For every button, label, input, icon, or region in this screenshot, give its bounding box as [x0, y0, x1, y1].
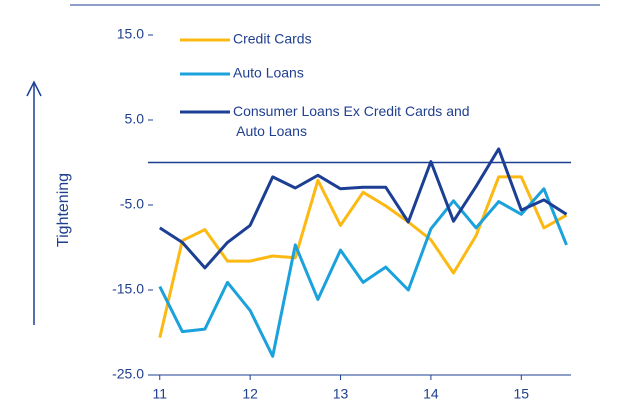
x-tick-label: 13	[333, 386, 349, 402]
y-tick-label: 5.0	[125, 111, 145, 127]
series-line	[158, 147, 568, 270]
legend-label: Consumer Loans Ex Credit Cards and Auto …	[233, 103, 470, 139]
series-line	[158, 175, 568, 338]
y-tick-label: 15.0	[117, 26, 144, 42]
legend-label: Auto Loans	[233, 65, 304, 81]
x-tick-label: 11	[152, 386, 167, 402]
series-line	[158, 187, 568, 358]
arrow-head	[26, 80, 42, 97]
y-tick-label: -5.0	[120, 196, 144, 212]
x-tick-label: 15	[513, 386, 529, 402]
y-axis-label: Tightening	[55, 173, 72, 247]
x-tick-label: 12	[242, 386, 258, 402]
legend-label: Credit Cards	[233, 31, 312, 47]
y-tick-label: -25.0	[112, 366, 144, 382]
x-tick-label: 14	[423, 386, 439, 402]
y-tick-label: -15.0	[112, 281, 144, 297]
